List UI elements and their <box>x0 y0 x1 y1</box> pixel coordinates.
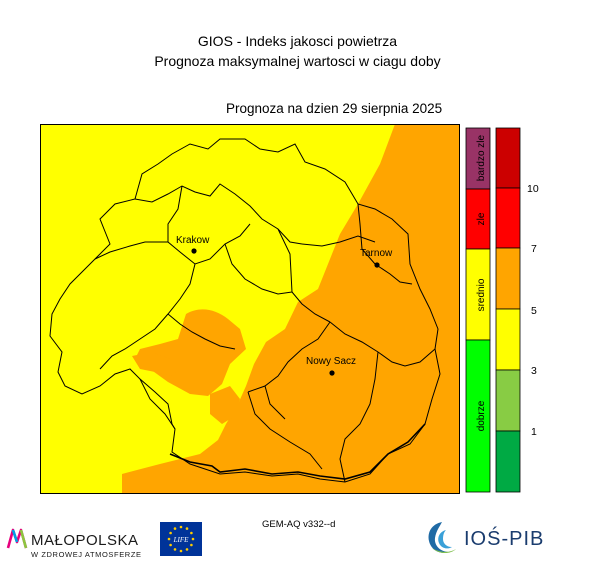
city-dot-krakow <box>191 248 197 254</box>
legend-label-bardzo-zle: bardzo zle <box>476 134 487 181</box>
legend-tick-5: 5 <box>531 305 537 317</box>
legend-cat-bardzo-zle <box>465 127 491 190</box>
eu-stars-icon <box>167 525 195 553</box>
ios-pib-logo-text: IOŚ-PIB <box>464 526 544 550</box>
legend-tick-10: 10 <box>527 183 539 195</box>
malopolska-logo-subtext: W ZDROWEJ ATMOSFERZE <box>31 550 142 559</box>
legend: bardzo zle zle srednio dobrze 10 7 5 3 1 <box>465 127 539 493</box>
forecast-map: Krakow Tarnow Nowy Sacz <box>40 124 460 494</box>
malopolska-logo-text: MAŁOPOLSKA <box>31 532 139 549</box>
legend-scale-band-6 <box>495 127 521 189</box>
legend-scale-band-4 <box>495 247 521 310</box>
city-label-krakow: Krakow <box>176 235 210 246</box>
city-label-nowy-sacz: Nowy Sacz <box>306 356 356 367</box>
ios-pib-emblem-icon <box>428 522 456 554</box>
model-version-label: GEM-AQ v332--d <box>262 519 336 530</box>
legend-label-dobrze: dobrze <box>476 400 487 431</box>
city-markers: Krakow Tarnow Nowy Sacz <box>176 235 393 376</box>
legend-scale-band-1 <box>495 430 521 493</box>
orange-patch-west <box>135 309 246 396</box>
orange-zone-east <box>122 124 460 494</box>
city-label-tarnow: Tarnow <box>360 248 393 259</box>
voivodeship-border <box>169 423 426 480</box>
eu-life-text: LIFE <box>173 536 190 544</box>
legend-label-zle: zle <box>476 212 487 225</box>
malopolska-logo: MAŁOPOLSKA W ZDROWEJ ATMOSFERZE <box>6 528 142 559</box>
eu-life-logo: LIFE <box>160 522 202 556</box>
legend-scale-band-5 <box>495 187 521 249</box>
legend-tick-1: 1 <box>531 426 537 438</box>
map-title: GIOS - Indeks jakosci powietrza <box>197 33 398 49</box>
legend-cat-dobrze <box>465 339 491 493</box>
orange-patch-middle <box>210 386 240 424</box>
forecast-date-label: Prognoza na dzien 29 sierpnia 2025 <box>226 101 443 116</box>
legend-scale-band-2 <box>495 369 521 432</box>
city-dot-nowy-sacz <box>329 370 335 376</box>
legend-cat-zle <box>465 188 491 250</box>
orange-patch-southwest <box>132 352 180 376</box>
ios-pib-logo: IOŚ-PIB <box>428 522 544 554</box>
legend-label-srednio: srednio <box>476 278 487 311</box>
map-subtitle: Prognoza maksymalnej wartosci w ciagu do… <box>154 53 441 69</box>
legend-scale-band-3 <box>495 308 521 371</box>
legend-tick-3: 3 <box>531 365 537 377</box>
city-dot-tarnow <box>374 262 380 268</box>
district-borders <box>49 138 441 483</box>
map-frame <box>40 124 460 494</box>
legend-tick-7: 7 <box>531 243 537 255</box>
